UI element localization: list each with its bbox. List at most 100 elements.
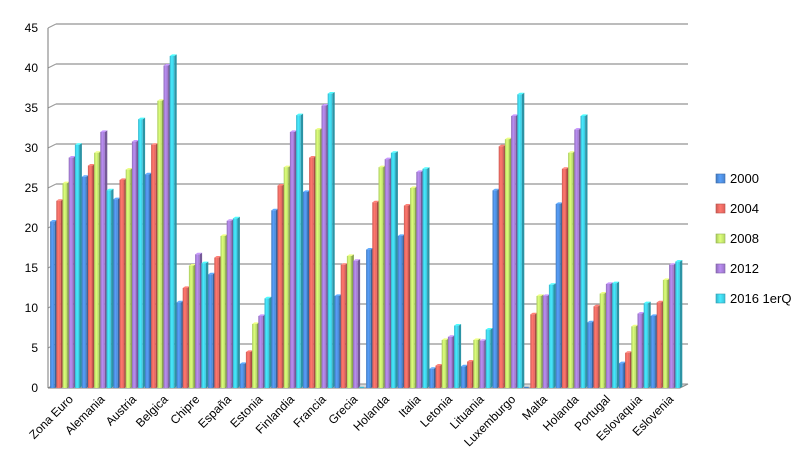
bar-top [568,151,576,153]
bar-top [435,364,443,366]
bars [50,54,683,389]
bar-2016-1erQ-18 [643,303,649,388]
bar-2016-1erQ-11 [422,168,428,388]
bar-2012-14 [511,116,516,388]
bar-2012-8 [321,105,327,388]
bar-2000-10 [366,249,371,388]
bar-2016-1erQ-12 [454,325,459,388]
bar-top [548,283,556,285]
bar-2012-13 [479,340,485,388]
bar-top [214,256,222,258]
bar-2000-14 [492,190,498,388]
bar-2008-2 [125,169,131,388]
bar-2016-1erQ-10 [390,152,396,388]
bar-top [340,263,348,265]
bar-2000-18 [618,363,624,388]
gridline-depth [47,183,57,189]
bar-top [447,335,455,337]
bar-2008-4 [188,265,194,388]
bar-2016-1erQ-3 [169,56,175,388]
bar-2004-2 [119,180,125,388]
bar-top [138,117,146,120]
bar-top [226,219,234,221]
bar-top [81,175,89,177]
bar-2012-4 [195,254,200,388]
bar-top [555,202,563,204]
bar-2012-17 [605,284,611,388]
bar-top [504,137,512,140]
bar-top [68,156,76,158]
bar-2012-18 [637,313,643,388]
bar-2016-1erQ-6 [264,298,270,388]
y-tick-label: 10 [25,301,39,315]
bar-2008-14 [504,139,510,388]
bar-2004-17 [593,306,599,388]
bar-2000-12 [429,368,434,388]
bar-top [334,294,342,296]
bar-top [239,362,247,364]
bar-2008-16 [568,152,573,388]
bar-2000-13 [460,366,466,388]
bar-top [662,278,670,280]
bar-2008-6 [252,324,257,388]
bar-side [357,259,361,388]
bar-2008-18 [631,326,636,388]
gridline-depth [47,143,57,149]
bar-top [643,301,651,304]
gridline-depth [47,63,57,69]
bar-2004-11 [403,205,409,388]
bar-top [188,264,196,266]
bar-top [264,296,272,299]
bar-side [490,328,493,388]
bar-side [585,114,588,389]
bar-top [416,170,424,172]
bar-top [113,197,121,200]
bar-2008-9 [346,256,352,388]
bar-top [542,294,550,296]
legend-label: 2000 [730,171,759,186]
bar-top [618,361,626,364]
bar-side [300,113,304,388]
bar-top [485,328,493,330]
bar-2004-18 [625,352,630,388]
bar-side [111,188,114,388]
bar-2012-0 [68,157,74,388]
bar-top [429,367,437,369]
legend-swatch [715,173,726,184]
bar-2000-19 [650,316,656,388]
bar-2016-1erQ-19 [675,261,680,388]
bar-2004-14 [498,146,504,388]
bar-2004-15 [530,314,535,388]
bar-2016-1erQ-4 [201,263,206,388]
bar-2012-5 [226,220,232,388]
bar-side [458,324,462,388]
bar-top [315,128,323,130]
bar-top [384,157,392,160]
bar-side [237,216,240,388]
bar-2008-7 [283,167,289,388]
bar-2012-19 [669,264,674,388]
bar-2012-1 [100,132,105,388]
bar-2000-9 [334,296,340,388]
bar-2008-19 [662,280,668,388]
bar-2004-0 [56,200,61,388]
bar-top [252,322,260,324]
bar-top [454,324,462,326]
y-tick-label: 30 [25,141,39,155]
bar-2000-15 [524,386,529,388]
bar-side [648,301,651,388]
x-tick-label: Austria [103,392,140,429]
bar-2012-3 [163,65,169,388]
bar-top [208,272,216,275]
bar-2000-6 [239,364,245,388]
bar-2016-1erQ-9 [359,386,364,388]
bar-top [106,188,114,191]
y-tick-label: 5 [31,341,38,355]
bar-side [269,296,272,388]
y-tick-label: 40 [25,61,39,75]
bar-2000-5 [208,274,213,388]
bar-2000-4 [176,302,182,388]
bar-2012-7 [289,132,295,388]
